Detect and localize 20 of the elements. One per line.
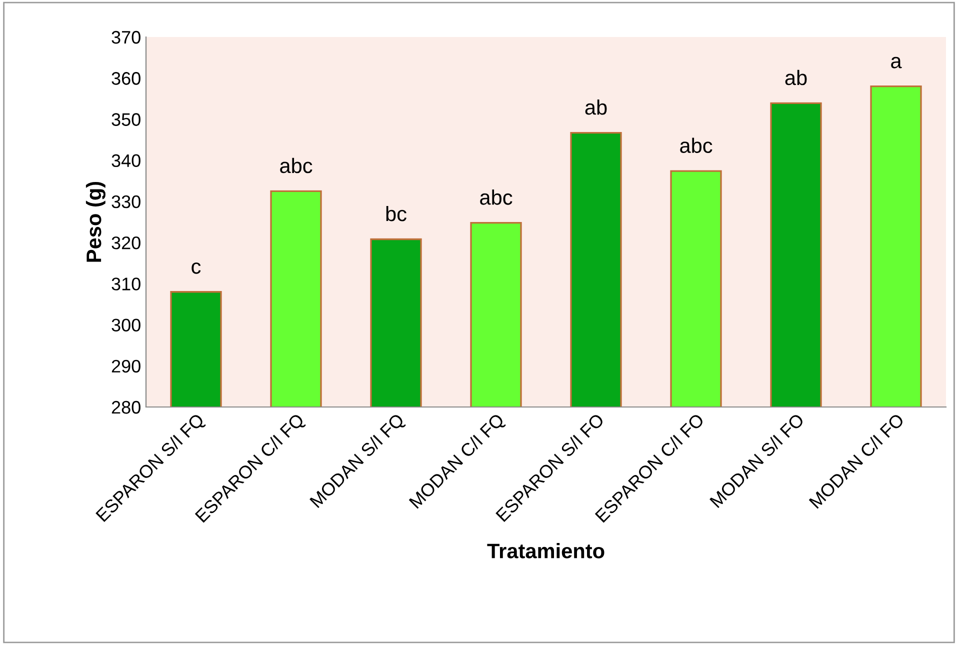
y-tick-label: 340 <box>112 154 140 168</box>
annotation: a <box>891 56 902 68</box>
annotation: abc <box>480 190 512 205</box>
y-tick-label: 360 <box>112 72 140 85</box>
y-axis-title: Peso (g) <box>86 182 106 262</box>
y-tick-label: 320 <box>112 236 140 250</box>
y-tick-label: 280 <box>112 400 140 414</box>
annotation: bc <box>386 206 406 222</box>
annotation: ab <box>585 99 607 115</box>
x-axis-title: Tratamiento <box>487 543 604 558</box>
annotation: abc <box>680 138 712 154</box>
y-tick-label: 310 <box>112 278 140 290</box>
y-tick-label: 370 <box>112 30 140 44</box>
y-tick-label: 330 <box>112 195 140 208</box>
y-tick-label: 290 <box>112 360 140 373</box>
y-tick-label: 350 <box>112 113 140 126</box>
annotation: abc <box>280 158 312 174</box>
annotation: ab <box>785 70 807 86</box>
annotation: c <box>192 262 201 274</box>
y-tick-label: 300 <box>112 318 140 332</box>
